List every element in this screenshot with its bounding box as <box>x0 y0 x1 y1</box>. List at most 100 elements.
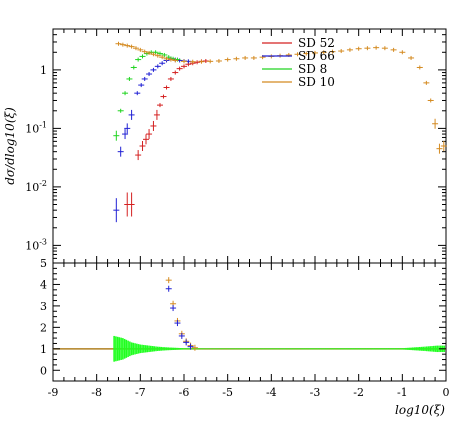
x-tick-label: -9 <box>48 386 59 399</box>
main-panel-frame <box>52 28 447 264</box>
ratio-y-tick-label: 1 <box>40 343 47 356</box>
data-point <box>146 129 153 140</box>
ratio-y-tick-label: 3 <box>40 300 47 313</box>
data-point <box>172 58 179 63</box>
ratio-point <box>187 343 194 350</box>
data-point <box>215 58 222 63</box>
data-point <box>156 103 163 108</box>
ratio-panel-frame <box>52 262 447 382</box>
data-point <box>143 134 150 145</box>
data-point <box>135 57 142 62</box>
data-point <box>163 85 170 90</box>
data-point <box>138 83 145 88</box>
data-point <box>115 41 122 46</box>
ratio-y-ticks <box>53 262 446 371</box>
main-y-tick-labels: 1 10-1 10-2 10-3 <box>25 64 47 252</box>
main-y-ticks <box>53 28 446 264</box>
data-point <box>122 91 129 96</box>
data-point <box>167 76 174 81</box>
data-point <box>154 53 161 58</box>
data-point <box>139 54 146 59</box>
ratio-point <box>183 339 190 346</box>
data-point <box>135 150 142 161</box>
ratio-y-tick-labels: 0 1 2 3 4 5 <box>40 257 47 377</box>
ratio-y-tick-label: 4 <box>40 278 47 291</box>
data-point <box>320 50 327 55</box>
x-tick-label: 0 <box>443 386 450 399</box>
data-point <box>294 52 301 57</box>
data-point <box>233 56 240 61</box>
data-point <box>242 55 249 60</box>
data-point <box>329 49 336 54</box>
data-point <box>124 43 131 48</box>
data-point <box>399 50 406 55</box>
data-point <box>224 57 231 62</box>
y-tick-label: 10-3 <box>25 237 47 252</box>
legend-label: SD 52 <box>298 36 335 50</box>
data-point <box>141 49 148 54</box>
ratio-y-tick-label: 0 <box>40 364 47 377</box>
data-point <box>161 52 168 57</box>
data-point <box>134 91 141 96</box>
data-point <box>146 50 153 55</box>
ratio-y-tick-label: 5 <box>40 257 47 270</box>
data-point <box>440 141 447 151</box>
data-point <box>408 55 415 60</box>
data-point <box>160 94 167 99</box>
data-point <box>128 109 135 120</box>
ratio-point <box>165 277 172 284</box>
data-point <box>159 61 166 66</box>
x-ticks <box>52 29 447 381</box>
data-point <box>338 49 345 54</box>
data-point <box>194 60 201 65</box>
y-axis-label: dσ/dlog10(ξ) <box>3 107 17 185</box>
data-point <box>355 46 362 51</box>
ratio-point <box>178 332 185 339</box>
ratio-point <box>191 344 198 351</box>
data-point <box>303 51 310 56</box>
data-point <box>416 65 423 70</box>
ratio-point <box>170 305 177 312</box>
data-point <box>373 45 380 50</box>
data-point <box>181 64 187 69</box>
data-point <box>312 50 318 55</box>
data-point <box>150 52 157 57</box>
data-point <box>198 59 205 64</box>
x-tick-label: -8 <box>91 386 102 399</box>
data-point <box>137 47 144 52</box>
data-point <box>139 141 146 151</box>
data-point <box>113 130 120 141</box>
data-point <box>141 76 148 81</box>
data-point <box>181 59 187 64</box>
ratio-point <box>165 285 172 292</box>
data-point <box>154 64 161 69</box>
data-point <box>126 76 133 81</box>
data-point <box>156 51 163 56</box>
ratio-series-group <box>165 277 198 351</box>
data-point <box>167 57 174 62</box>
data-point <box>117 108 124 113</box>
x-tick-label: -1 <box>397 386 408 399</box>
data-point <box>436 143 443 154</box>
data-point <box>381 46 388 51</box>
x-tick-label: -3 <box>310 386 321 399</box>
data-point <box>432 118 439 129</box>
legend-label: SD 10 <box>298 75 335 89</box>
ratio-point <box>174 320 181 327</box>
data-point <box>176 66 183 71</box>
x-tick-labels: -9 -8 -7 -6 -5 -4 -3 -2 -1 0 <box>48 386 450 399</box>
x-tick-label: -5 <box>222 386 233 399</box>
data-point <box>207 59 214 64</box>
x-tick-label: -2 <box>353 386 364 399</box>
data-point <box>390 47 397 52</box>
x-tick-label: -7 <box>135 386 146 399</box>
y-tick-label: 10-2 <box>25 179 47 194</box>
main-series-group <box>113 41 447 223</box>
data-point <box>122 129 129 140</box>
data-point <box>150 67 157 72</box>
data-point <box>113 198 120 223</box>
data-point <box>172 70 179 75</box>
y-tick-label: 1 <box>40 64 47 77</box>
